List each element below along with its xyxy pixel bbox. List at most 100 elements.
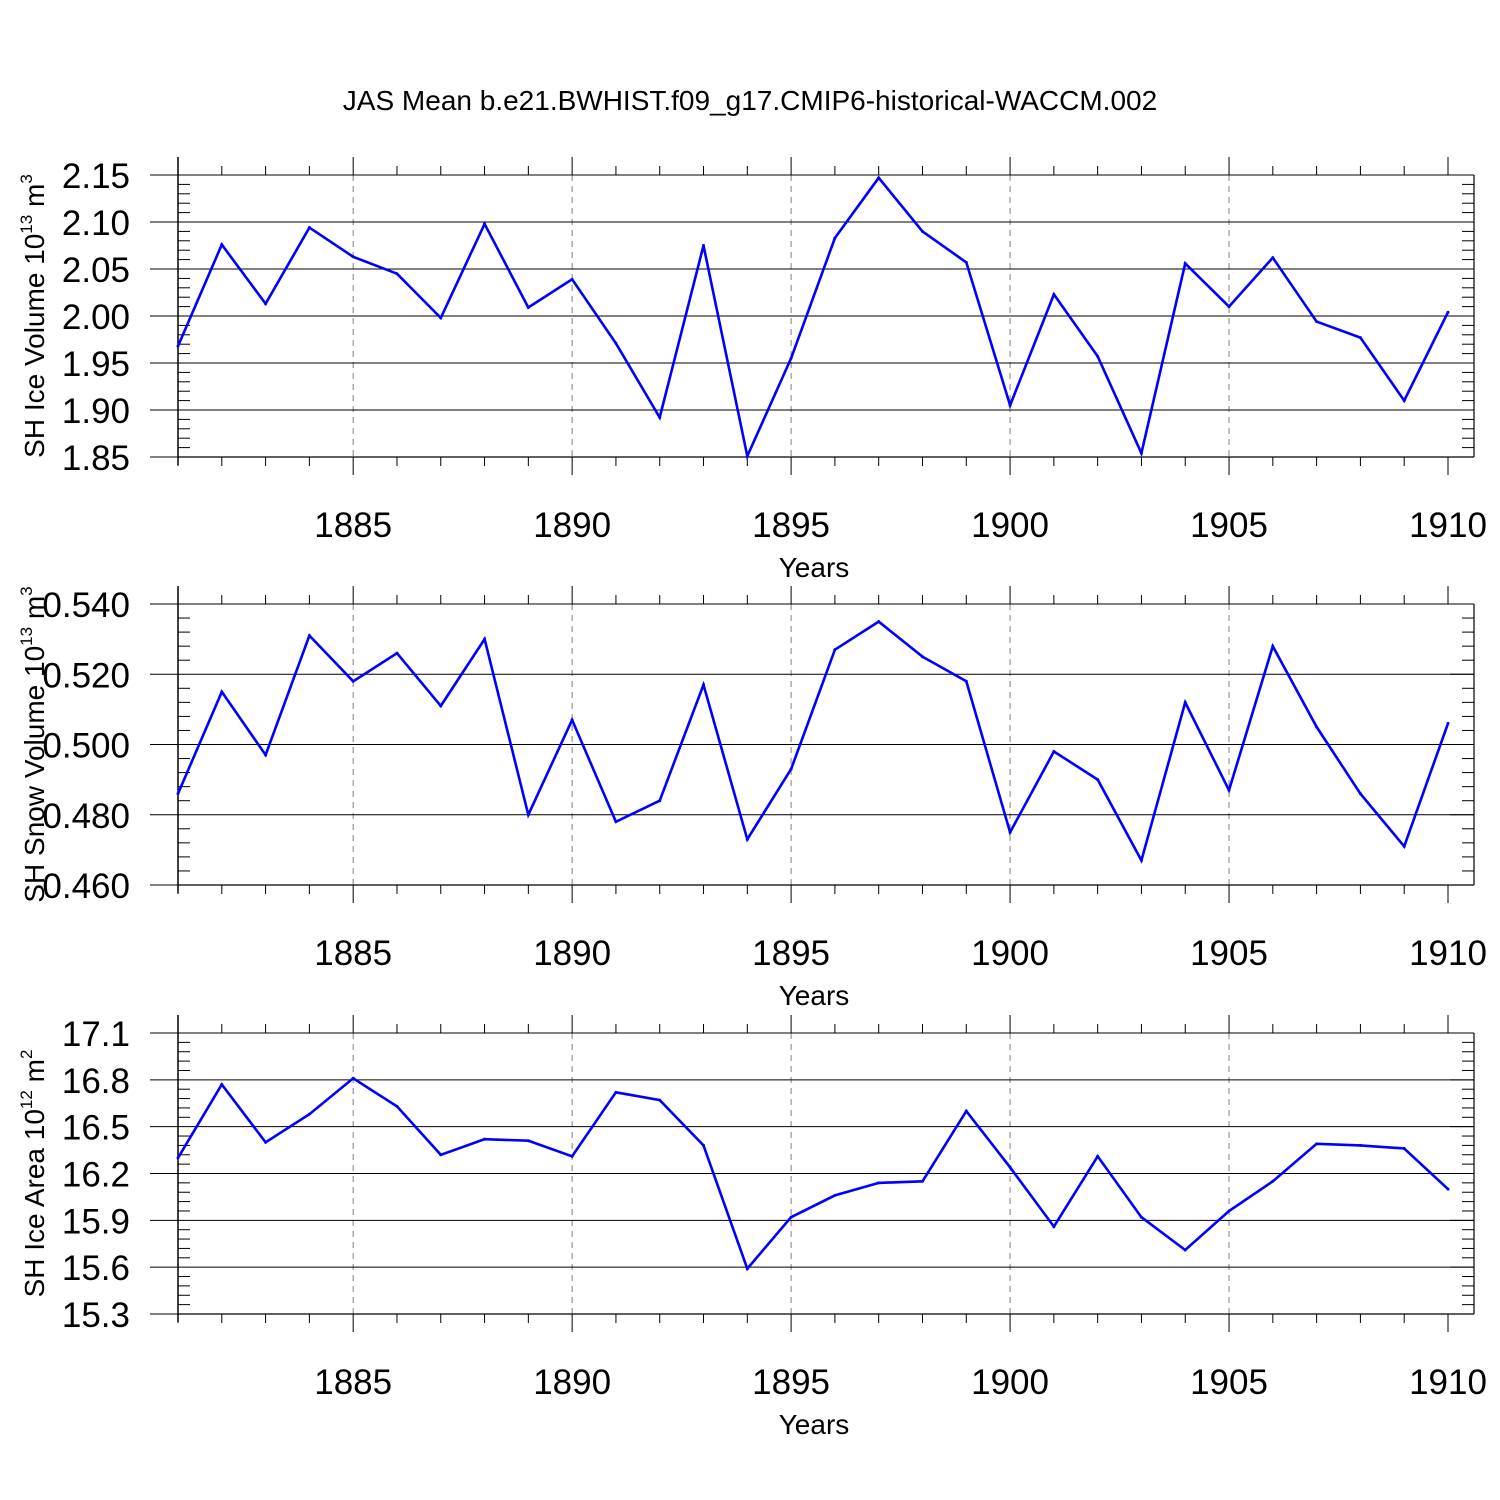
y-tick-label: 1.90 xyxy=(62,392,130,431)
y-tick-label: 0.540 xyxy=(42,586,130,625)
data-point xyxy=(658,799,662,803)
data-point xyxy=(439,704,443,708)
data-point xyxy=(1183,261,1187,265)
data-point xyxy=(1315,320,1319,324)
x-axis-label: Years xyxy=(779,552,850,583)
data-point xyxy=(395,651,399,655)
data-point xyxy=(307,634,311,638)
data-point xyxy=(1446,1187,1450,1191)
data-point xyxy=(833,648,837,652)
data-point xyxy=(1096,778,1100,782)
data-point xyxy=(526,1139,530,1143)
data-point xyxy=(1358,336,1362,340)
data-point xyxy=(1446,721,1450,725)
data-point xyxy=(789,356,793,360)
data-point xyxy=(526,813,530,817)
data-point xyxy=(1446,310,1450,314)
data-point xyxy=(1139,451,1143,455)
data-point xyxy=(264,753,268,757)
data-point xyxy=(789,1215,793,1219)
data-point xyxy=(1008,403,1012,407)
series-line xyxy=(176,620,1450,864)
data-point xyxy=(1096,1154,1100,1158)
data-point xyxy=(1008,1165,1012,1169)
y-tick-label: 0.500 xyxy=(42,727,130,766)
y-tick-label: 0.480 xyxy=(42,797,130,836)
series-line xyxy=(176,1076,1449,1272)
x-tick-label: 1910 xyxy=(1409,934,1487,973)
data-point xyxy=(833,1193,837,1197)
data-point xyxy=(307,226,311,230)
data-point xyxy=(1402,844,1406,848)
chart-title: JAS Mean b.e21.BWHIST.f09_g17.CMIP6-hist… xyxy=(343,85,1157,116)
y-tick-label: 16.8 xyxy=(62,1062,130,1101)
x-tick-label: 1910 xyxy=(1409,506,1487,545)
x-tick-label: 1890 xyxy=(533,934,611,973)
chart-panel-1: 1.85 1.90 1.95 2.00 2.05 2.10 2.15 1885 1890 1895… xyxy=(17,157,1487,583)
x-tick-label: 1895 xyxy=(752,934,830,973)
data-point xyxy=(964,260,968,264)
data-point xyxy=(439,1153,443,1157)
y-tick-label: 2.10 xyxy=(62,204,130,243)
y-axis-label: SH Ice Volume 1013 m3 xyxy=(17,174,50,458)
data-point xyxy=(220,1083,224,1087)
data-point xyxy=(833,236,837,240)
data-point xyxy=(395,1104,399,1108)
x-tick-label: 1900 xyxy=(971,506,1049,545)
data-point xyxy=(1358,1143,1362,1147)
y-tick-label: 16.2 xyxy=(62,1156,130,1195)
data-point xyxy=(176,1156,180,1160)
data-point xyxy=(745,837,749,841)
data-point xyxy=(1271,1179,1275,1183)
data-point xyxy=(176,344,180,348)
data-point xyxy=(964,679,968,683)
data-point xyxy=(1139,1215,1143,1219)
data-point xyxy=(614,820,618,824)
y-tick-label: 2.15 xyxy=(62,157,130,196)
y-tick-label: 15.9 xyxy=(62,1202,130,1241)
data-point xyxy=(1271,644,1275,648)
chart-panel-2: 0.460 0.480 0.500 0.520 0.540 1885 1890 1895 190… xyxy=(17,586,1487,1011)
data-point xyxy=(964,1109,968,1113)
data-point xyxy=(1227,1209,1231,1213)
data-point xyxy=(920,1179,924,1183)
data-point xyxy=(395,272,399,276)
data-point xyxy=(877,1181,881,1185)
data-point xyxy=(1096,354,1100,358)
data-point xyxy=(1139,858,1143,862)
data-point xyxy=(614,341,618,345)
y-tick-label: 1.85 xyxy=(62,439,130,478)
data-point xyxy=(351,679,355,683)
x-tick-label: 1905 xyxy=(1190,934,1268,973)
data-point xyxy=(920,655,924,659)
series-line xyxy=(176,175,1450,461)
y-tick-label: 0.460 xyxy=(42,867,130,906)
data-point xyxy=(1052,1225,1056,1229)
data-point xyxy=(1402,1147,1406,1151)
x-tick-label: 1900 xyxy=(971,1363,1049,1402)
x-tick-label: 1895 xyxy=(752,506,830,545)
data-point xyxy=(439,316,443,320)
data-point xyxy=(1183,700,1187,704)
data-point xyxy=(351,255,355,259)
data-point xyxy=(1315,725,1319,729)
data-point xyxy=(614,1090,618,1094)
y-tick-label: 15.3 xyxy=(62,1296,130,1335)
data-point xyxy=(702,1143,706,1147)
data-point xyxy=(483,1137,487,1141)
data-point xyxy=(1227,788,1231,792)
y-tick-label: 17.1 xyxy=(62,1015,130,1054)
data-point xyxy=(877,176,881,180)
data-point xyxy=(220,243,224,247)
x-tick-label: 1905 xyxy=(1190,506,1268,545)
data-point xyxy=(526,306,530,310)
x-tick-label: 1895 xyxy=(752,1363,830,1402)
data-point xyxy=(1227,305,1231,309)
y-tick-label: 0.520 xyxy=(42,656,130,695)
data-point xyxy=(176,792,180,796)
data-point xyxy=(1008,830,1012,834)
data-point xyxy=(483,637,487,641)
x-axis-label: Years xyxy=(779,1409,850,1440)
data-point xyxy=(307,1112,311,1116)
x-tick-label: 1885 xyxy=(314,934,392,973)
